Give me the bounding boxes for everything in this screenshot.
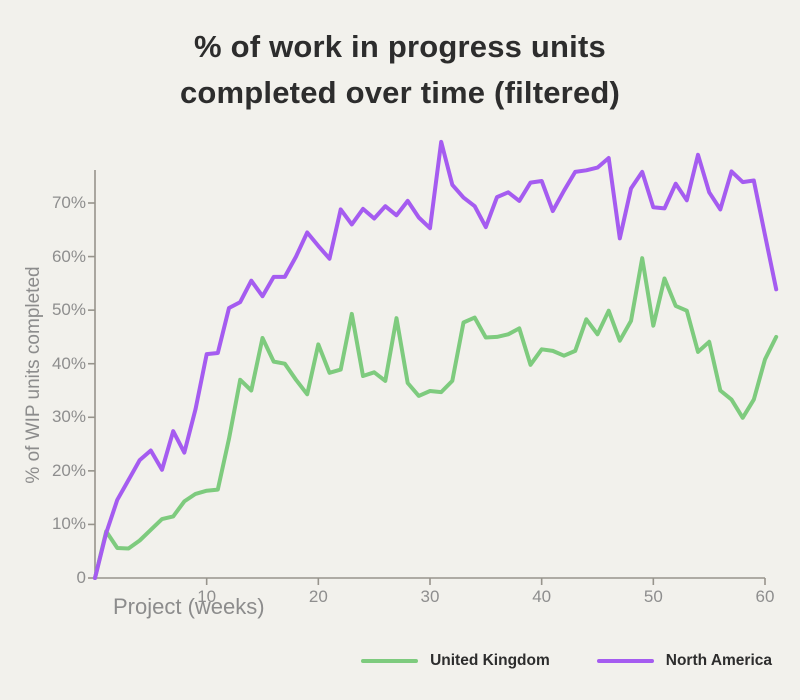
chart-title: % of work in progress units completed ov…: [0, 24, 800, 116]
y-tick-label: 40%: [51, 353, 86, 373]
x-axis-title: Project (weeks): [113, 594, 265, 619]
legend-label-united-kingdom: United Kingdom: [430, 652, 550, 669]
chart-title-line1: % of work in progress units: [194, 29, 606, 64]
chart-title-line2: completed over time (filtered): [179, 75, 621, 110]
y-tick-label: 0: [76, 568, 86, 587]
x-tick-label: 60: [755, 587, 775, 606]
x-tick-label: 30: [420, 587, 440, 606]
legend: United Kingdom North America: [361, 652, 772, 670]
axes: [88, 170, 766, 585]
y-tick-label: 60%: [51, 246, 86, 266]
y-tick-label: 20%: [51, 460, 86, 480]
y-tick-label: 50%: [51, 300, 86, 320]
legend-swatch-north-america: [596, 659, 654, 663]
x-tick-label: 50: [643, 587, 663, 606]
y-tick-label: 30%: [51, 407, 86, 427]
x-tick-label: 20: [308, 587, 328, 606]
data-lines: [93, 139, 779, 580]
x-tick-label: 10: [197, 587, 217, 606]
legend-label-north-america: North America: [665, 652, 772, 669]
x-tick-label: 40: [532, 587, 552, 606]
line-united-kingdom: [93, 256, 779, 580]
legend-swatch-united-kingdom: [361, 659, 419, 663]
line-north-america: [93, 139, 779, 580]
y-tick-label: 70%: [51, 193, 86, 212]
y-tick-label: 10%: [51, 514, 86, 534]
